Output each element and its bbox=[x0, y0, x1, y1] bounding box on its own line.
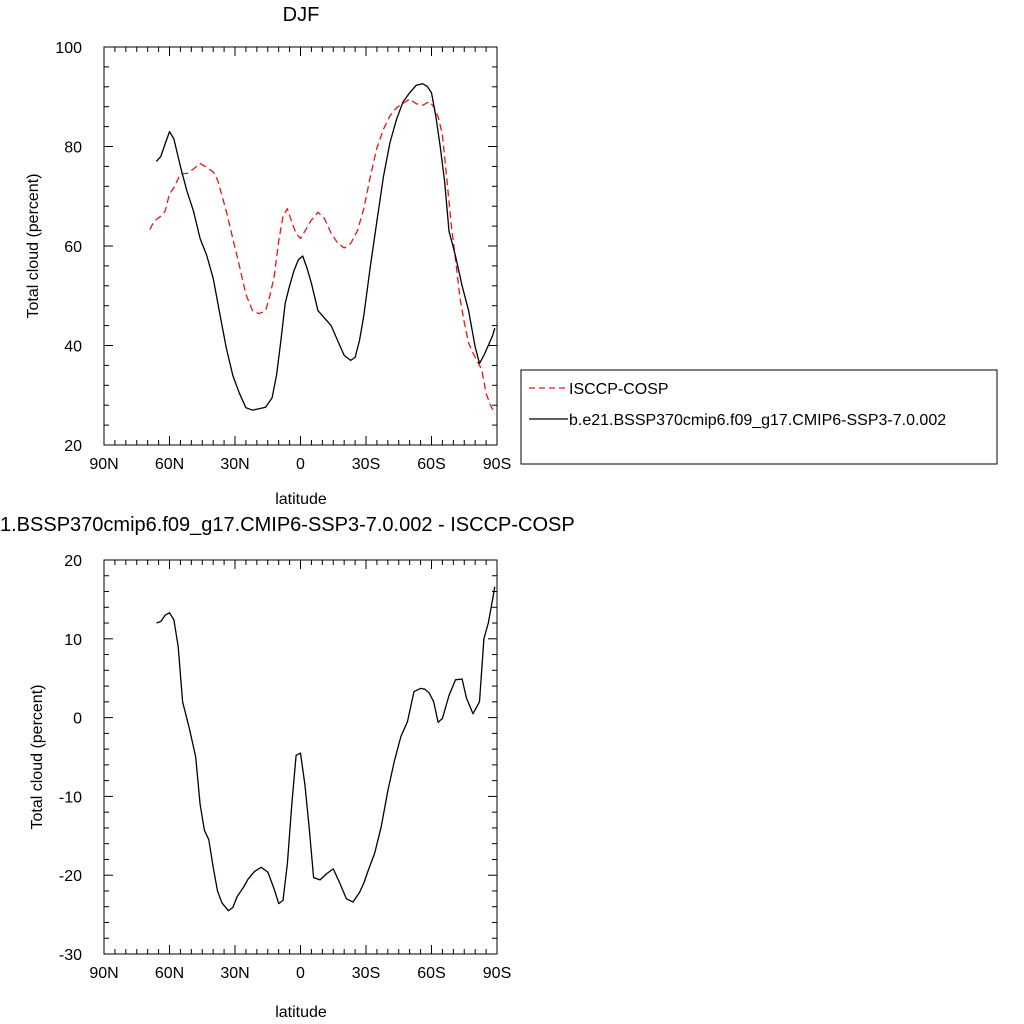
y-tick-label: 80 bbox=[64, 140, 82, 157]
bottom-chart-title: 1.BSSP370cmip6.f09_g17.CMIP6-SSP3-7.0.00… bbox=[0, 514, 575, 536]
series-line-model bbox=[156, 586, 496, 912]
y-tick-label: 0 bbox=[73, 711, 82, 728]
top-series-lines bbox=[149, 83, 496, 414]
top-x-axis-label: latitude bbox=[275, 491, 327, 508]
x-tick-label: 30S bbox=[352, 456, 380, 473]
bottom-plot-frame bbox=[103, 559, 498, 955]
x-tick-label: 30S bbox=[352, 965, 380, 982]
bottom-series-lines bbox=[156, 586, 496, 912]
y-tick-label: 20 bbox=[64, 438, 82, 455]
legend-label-isccp: ISCCP-COSP bbox=[569, 381, 669, 398]
y-tick-label: 10 bbox=[64, 632, 82, 649]
top-axis-ticks bbox=[103, 46, 498, 446]
y-tick-label: 40 bbox=[64, 339, 82, 356]
top-panel: DJF 90N 60N 30N 0 30S 60S 90S 20 40 60 80 100 latit… bbox=[25, 4, 511, 508]
y-tick-label: 100 bbox=[55, 40, 82, 57]
x-tick-label: 90N bbox=[89, 456, 118, 473]
x-tick-label: 30N bbox=[220, 456, 249, 473]
series-line-isccp bbox=[149, 98, 496, 414]
x-tick-label: 60N bbox=[155, 456, 184, 473]
x-tick-label: 30N bbox=[220, 965, 249, 982]
y-tick-label: 20 bbox=[64, 553, 82, 570]
bottom-tick-labels: 90N 60N 30N 0 30S 60S 90S -30 -20 -10 0 10 20 bbox=[59, 553, 511, 982]
x-tick-label: 0 bbox=[296, 456, 305, 473]
x-tick-label: 60N bbox=[155, 965, 184, 982]
x-tick-label: 60S bbox=[417, 965, 445, 982]
bottom-x-axis-label: latitude bbox=[275, 1004, 327, 1021]
legend-label-model: b.e21.BSSP370cmip6.f09_g17.CMIP6-SSP3-7.… bbox=[569, 412, 946, 429]
y-tick-label: -30 bbox=[59, 947, 82, 964]
top-chart-title: DJF bbox=[283, 4, 320, 26]
x-tick-label: 90S bbox=[483, 965, 511, 982]
top-y-axis-label: Total cloud (percent) bbox=[25, 174, 42, 319]
legend-box bbox=[520, 369, 998, 465]
legend: ISCCP-COSP b.e21.BSSP370cmip6.f09_g17.CM… bbox=[520, 369, 998, 465]
bottom-panel: 1.BSSP370cmip6.f09_g17.CMIP6-SSP3-7.0.00… bbox=[0, 514, 575, 1021]
top-tick-labels: 90N 60N 30N 0 30S 60S 90S 20 40 60 80 100 bbox=[55, 40, 511, 473]
x-tick-label: 90N bbox=[89, 965, 118, 982]
y-tick-label: -20 bbox=[59, 868, 82, 885]
series-line-model bbox=[155, 83, 496, 411]
x-tick-label: 0 bbox=[296, 965, 305, 982]
y-tick-label: 60 bbox=[64, 239, 82, 256]
x-tick-label: 60S bbox=[417, 456, 445, 473]
top-plot-frame bbox=[103, 46, 498, 446]
y-tick-label: -10 bbox=[59, 789, 82, 806]
x-tick-label: 90S bbox=[483, 456, 511, 473]
bottom-y-axis-label: Total cloud (percent) bbox=[29, 685, 46, 830]
